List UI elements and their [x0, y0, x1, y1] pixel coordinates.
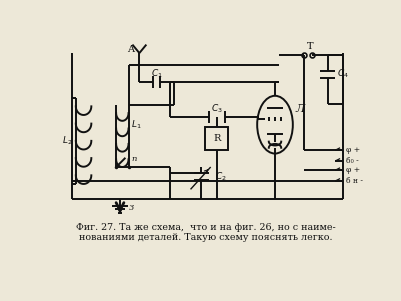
Text: n: n	[131, 155, 137, 163]
Text: $C_4$: $C_4$	[336, 68, 348, 80]
Bar	[205, 127, 228, 150]
Text: $C_1$: $C_1$	[150, 68, 162, 80]
Text: φ +: φ +	[345, 146, 359, 154]
Text: б₀ -: б₀ -	[345, 157, 357, 165]
Text: R: R	[213, 134, 220, 143]
Text: нованиями деталей. Такую схему пояснять легко.: нованиями деталей. Такую схему пояснять …	[79, 233, 332, 242]
Text: Л: Л	[294, 104, 304, 114]
Text: З: З	[129, 204, 134, 212]
Text: $C_2$: $C_2$	[215, 170, 227, 182]
Text: $C_3$: $C_3$	[211, 102, 222, 115]
Text: Фиг. 27. Та же схема,  что и на фиг. 26, но с наиме-: Фиг. 27. Та же схема, что и на фиг. 26, …	[76, 222, 335, 231]
Ellipse shape	[257, 96, 292, 154]
Text: φ +: φ +	[345, 166, 359, 174]
Text: A: A	[126, 45, 133, 54]
Text: б н -: б н -	[345, 177, 362, 185]
Text: T: T	[306, 42, 312, 51]
Text: $L_2$: $L_2$	[62, 135, 72, 147]
Text: $L_1$: $L_1$	[130, 118, 141, 131]
